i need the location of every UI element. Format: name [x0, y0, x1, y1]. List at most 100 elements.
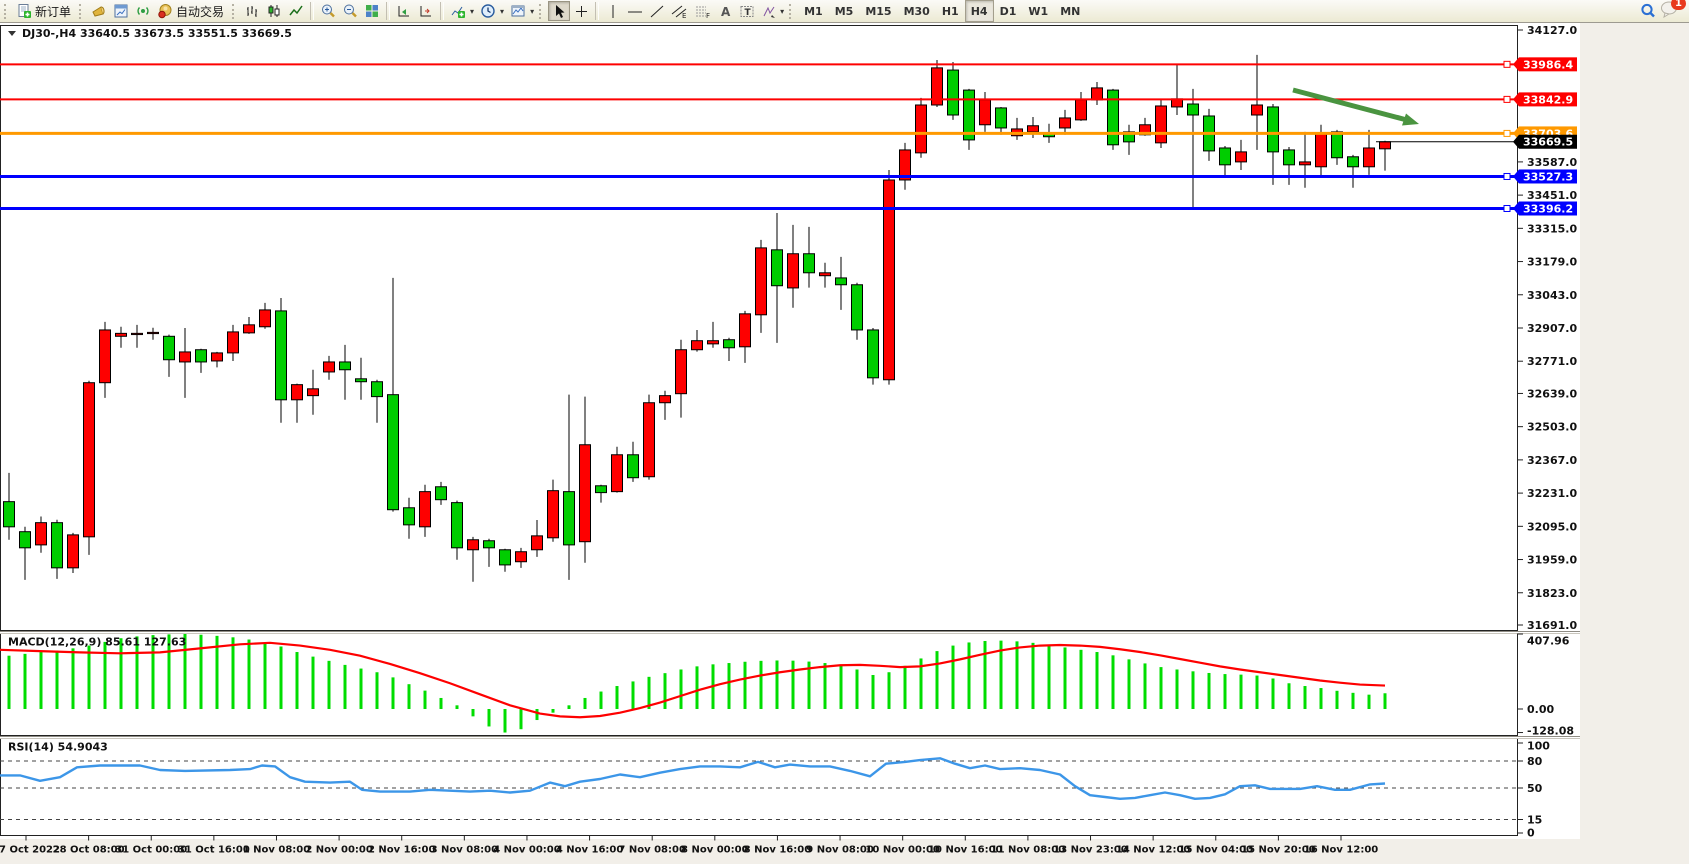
tab-w1[interactable]: W1: [1028, 4, 1049, 18]
macd-bar: [231, 637, 235, 709]
svg-text:A: A: [721, 5, 731, 19]
macd-signal-line: [0, 641, 1386, 719]
indicators-button[interactable]: ▾: [447, 1, 477, 21]
macd-bar: [279, 646, 283, 709]
shapes-icon: [763, 6, 776, 18]
level-price-tag[interactable]: 33842.9: [1513, 92, 1577, 107]
arrow-head: [1402, 113, 1419, 126]
arrow-line: [1292, 87, 1406, 122]
symbol-dropdown-icon[interactable]: [8, 31, 16, 36]
candle-bear: [1219, 147, 1231, 166]
broadcast-button[interactable]: [132, 1, 154, 21]
search-button[interactable]: [1636, 1, 1660, 21]
level-handle: [1503, 129, 1511, 137]
crosshair-tool-button[interactable]: [570, 1, 592, 21]
svg-text:33527.3: 33527.3: [1523, 170, 1573, 183]
macd-bar: [1111, 655, 1115, 709]
candle-bear: [1283, 149, 1295, 166]
tab-m1[interactable]: M1: [804, 4, 823, 18]
arrow-annotation[interactable]: [1292, 87, 1419, 126]
macd-bar: [87, 645, 91, 709]
candle-bear: [51, 522, 63, 569]
macd-bar: [263, 642, 267, 709]
macd-bar: [1319, 688, 1323, 709]
tab-h1[interactable]: H1: [941, 4, 959, 18]
candle-bull: [1315, 132, 1327, 168]
vertical-line-tool-button[interactable]: [602, 1, 624, 21]
bar-chart-type-button[interactable]: [241, 1, 263, 21]
level-handle: [1503, 95, 1511, 103]
macd-bar: [1159, 667, 1163, 709]
tab-m30[interactable]: M30: [903, 4, 930, 18]
candle-bear: [403, 507, 415, 526]
candle-bear: [195, 349, 207, 363]
text-label-tool-button[interactable]: T: [736, 1, 758, 21]
zoom-out-icon: [344, 4, 357, 18]
level-lines[interactable]: [0, 60, 1517, 212]
zoom-out-button[interactable]: [339, 1, 361, 21]
vertical-line-icon: [612, 4, 614, 18]
market-watch-button[interactable]: [88, 1, 110, 21]
toolbar-grip2: [79, 3, 84, 19]
auto-scroll-button[interactable]: [393, 1, 415, 21]
tab-m5[interactable]: M5: [834, 4, 854, 18]
new-order-icon: [18, 4, 31, 18]
candle-bull: [899, 149, 911, 181]
auto-scroll-icon: [398, 6, 410, 17]
macd-axis-label: -128.08: [1527, 725, 1574, 738]
time-label: 31 Oct 16:00: [178, 845, 250, 856]
fibonacci-tool-button[interactable]: F: [691, 1, 714, 21]
trendline-tool-button[interactable]: [646, 1, 668, 21]
text-a-icon: A: [721, 5, 731, 19]
candle-chart-type-button[interactable]: [263, 1, 285, 21]
level-price-tag[interactable]: 33527.3: [1513, 169, 1577, 184]
level-price-tag[interactable]: 33396.2: [1513, 201, 1577, 216]
templates-button[interactable]: ▾: [507, 1, 537, 21]
horizontal-line-tool-button[interactable]: [624, 1, 646, 21]
cursor-tool-button[interactable]: [548, 1, 571, 21]
macd-bar: [1335, 690, 1339, 709]
price-tick-label: 31691.0: [1527, 619, 1577, 632]
chart-window-button[interactable]: [110, 1, 132, 21]
chart-shift-button[interactable]: [415, 1, 437, 21]
tab-d1[interactable]: D1: [999, 4, 1017, 18]
chart-area[interactable]: 34127.0 33587.0 33451.0 33315.0 33179.0 33043…: [0, 23, 1689, 864]
notifications-button[interactable]: 1: [1660, 0, 1686, 22]
macd-bar: [1351, 692, 1355, 709]
candle-bear: [1267, 106, 1279, 153]
level-handle: [1503, 205, 1511, 212]
macd-bar: [1223, 674, 1227, 709]
auto-trading-button[interactable]: 自动交易: [154, 1, 230, 21]
candle-bear: [963, 89, 975, 141]
tab-h4[interactable]: H4: [964, 0, 994, 22]
tab-mn[interactable]: MN: [1060, 4, 1081, 18]
macd-bar: [1383, 693, 1387, 709]
text-tool-button[interactable]: A: [714, 1, 736, 21]
notification-badge[interactable]: 1: [1671, 0, 1686, 10]
macd-bar: [439, 697, 443, 709]
toolbar-grip: [4, 3, 9, 19]
toolbar-grip3: [232, 3, 237, 19]
line-chart-type-button[interactable]: [285, 1, 307, 21]
arrows-tool-button[interactable]: ▾: [758, 1, 787, 21]
macd-bar: [903, 665, 907, 709]
new-order-button[interactable]: 新订单: [13, 1, 77, 21]
zoom-in-button[interactable]: [317, 1, 339, 21]
time-label: 9 Nov 08:00: [806, 845, 874, 856]
candle-bull: [227, 331, 239, 354]
macd-bar: [823, 663, 827, 709]
candle-bull: [243, 324, 255, 334]
macd-bar: [1287, 683, 1291, 709]
tab-m15[interactable]: M15: [865, 4, 892, 18]
time-label: 4 Nov 00:00: [493, 845, 561, 856]
equidistant-channel-tool-button[interactable]: E: [668, 1, 691, 21]
current-price-tag[interactable]: 33669.5: [1513, 134, 1577, 149]
macd-bar: [103, 641, 107, 709]
time-label: 3 Nov 08:00: [431, 845, 499, 856]
time-label: 2 Nov 16:00: [368, 845, 436, 856]
tile-windows-button[interactable]: [361, 1, 383, 21]
periods-button[interactable]: ▾: [477, 1, 507, 21]
candle-bull: [147, 331, 159, 335]
level-price-tag[interactable]: 33986.4: [1513, 57, 1577, 72]
